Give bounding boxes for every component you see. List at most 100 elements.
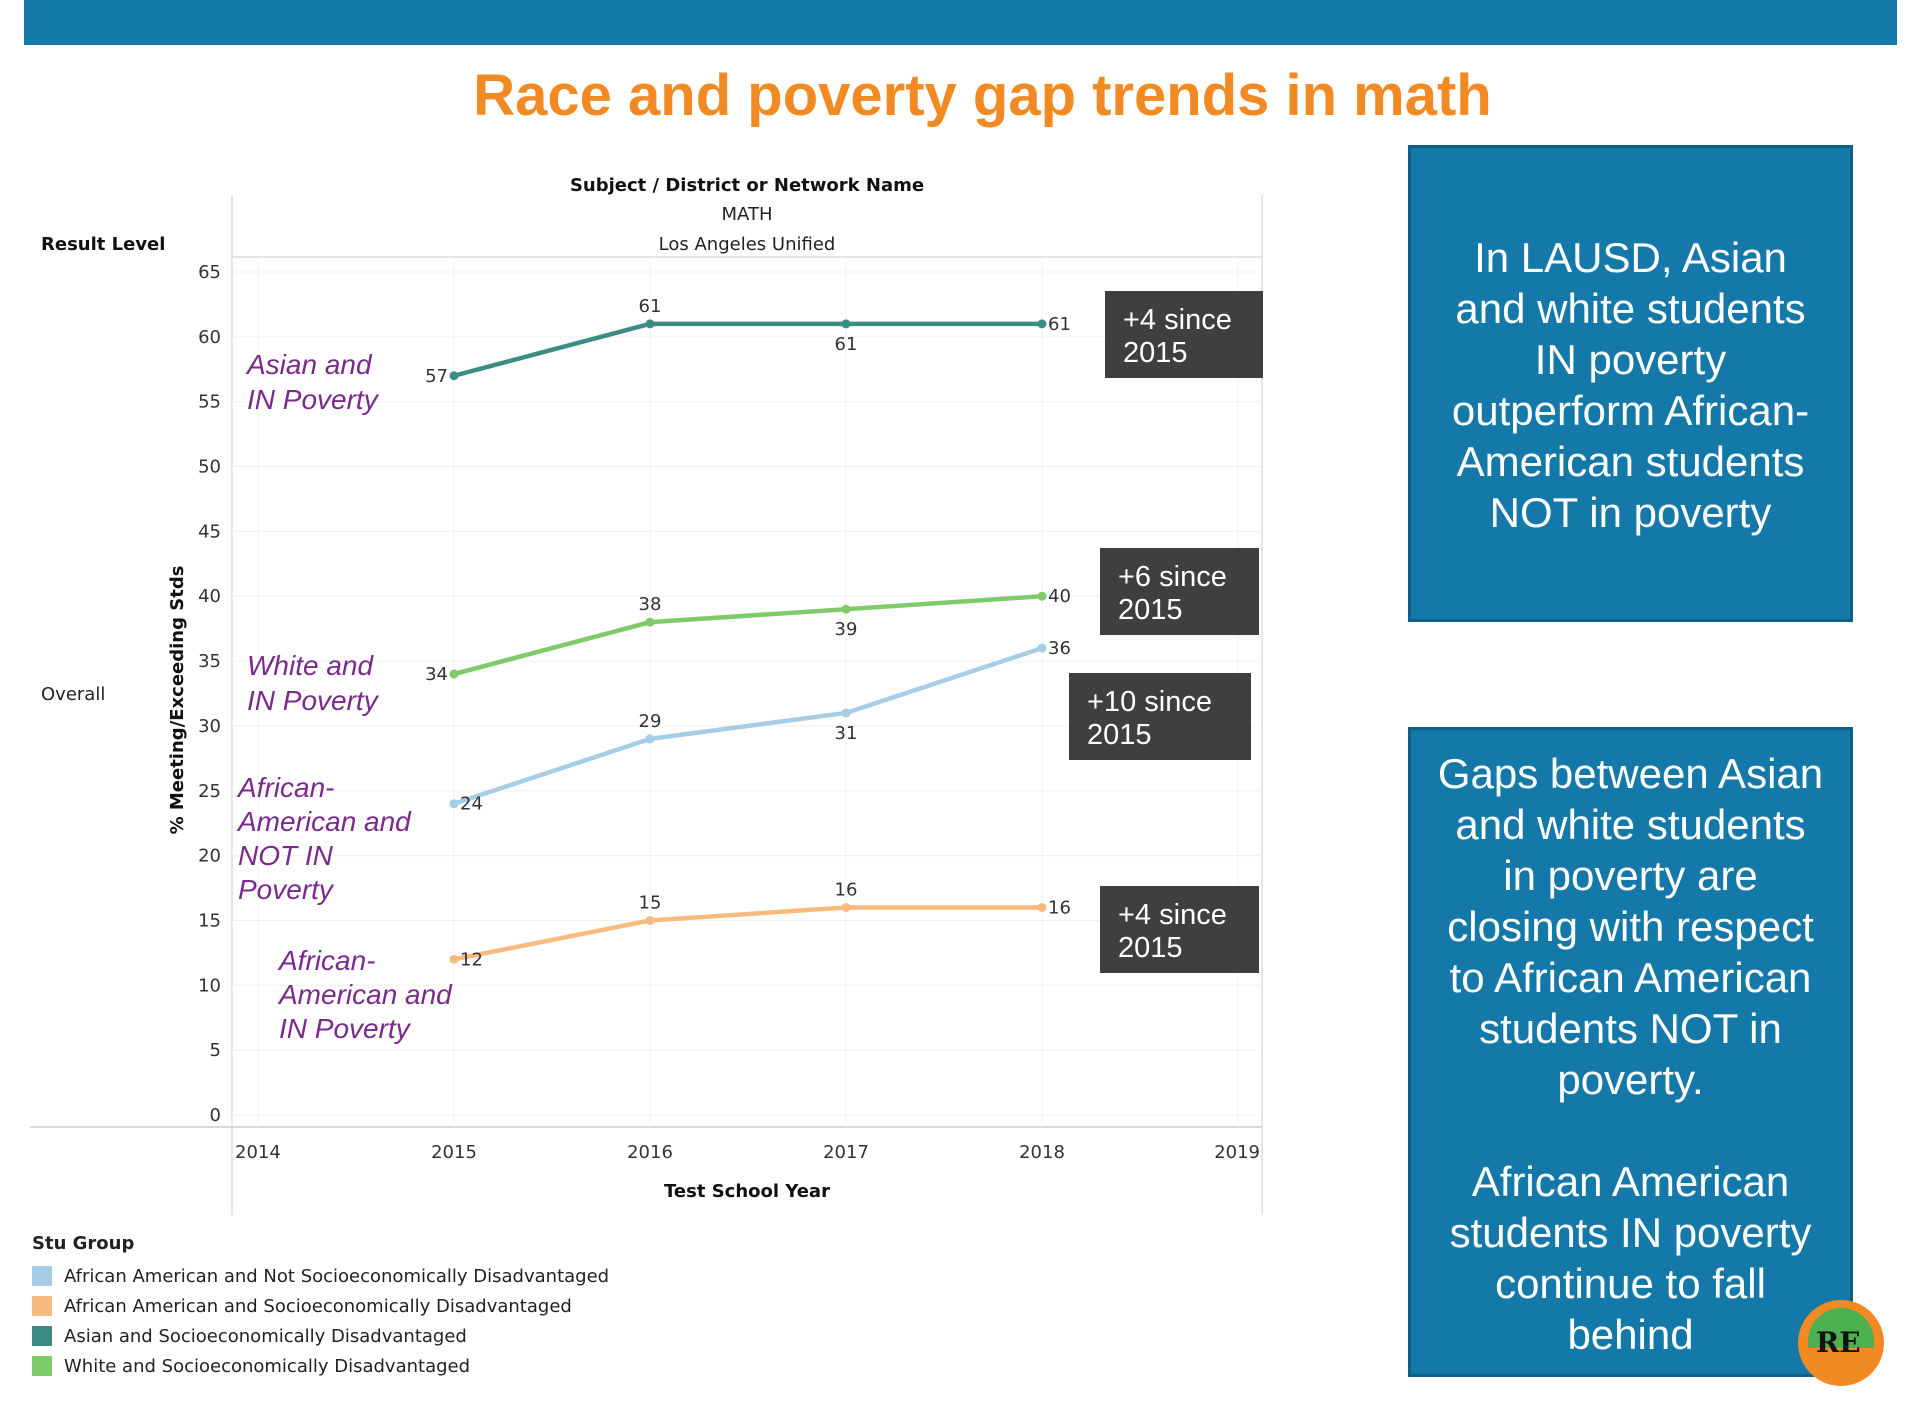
delta-box-asian: +4 since 2015: [1105, 291, 1263, 378]
series-group: [449, 319, 1047, 964]
series-line: [453, 905, 1042, 962]
slide-title: Race and poverty gap trends in math: [473, 63, 1492, 128]
data-label: 16: [1048, 897, 1071, 918]
chart-header-district: Los Angeles Unified: [659, 234, 836, 255]
callout-line: to African American: [1449, 954, 1812, 1001]
data-point: [1037, 319, 1047, 329]
data-point: [841, 319, 851, 329]
y-tick-label: 25: [198, 781, 221, 802]
svg-text:2015: 2015: [1118, 932, 1183, 964]
annotation-aa-not-in-poverty: African- American and NOT IN Poverty: [236, 772, 419, 905]
gridlines: [232, 257, 1262, 1127]
legend-swatch: [32, 1356, 52, 1376]
callout-line: closing with respect: [1447, 903, 1814, 950]
y-tick-label: 55: [198, 392, 221, 413]
callout-line: Gaps between Asian: [1437, 750, 1824, 797]
x-tick-label: 2018: [1019, 1142, 1065, 1163]
callout-gaps: Gaps between Asian and white students in…: [1408, 727, 1853, 1377]
delta-box-aa-not-in-poverty: +10 since 2015: [1069, 673, 1251, 760]
data-point: [449, 954, 459, 964]
callout-line: in poverty are: [1503, 852, 1758, 899]
y-axis-label: % Meeting/Exceeding Stds: [167, 566, 188, 835]
data-point: [449, 799, 459, 809]
svg-text:+6 since: +6 since: [1118, 561, 1227, 593]
annotation-aa-in-poverty: African- American and IN Poverty: [277, 945, 460, 1044]
data-label: 39: [835, 619, 858, 640]
annotation-asian: Asian and IN Poverty: [245, 349, 380, 415]
callout-line: students IN poverty: [1449, 1209, 1812, 1256]
callout-line: poverty.: [1557, 1056, 1704, 1103]
x-tick-label: 2014: [235, 1142, 281, 1163]
y-tick-label: 0: [210, 1105, 221, 1126]
series-line: [453, 645, 1043, 806]
data-point: [449, 371, 459, 381]
data-point: [645, 915, 655, 925]
callout-line: IN poverty: [1534, 336, 1727, 383]
data-point: [841, 902, 851, 912]
data-point: [449, 669, 459, 679]
data-label: 29: [639, 711, 662, 732]
data-label: 61: [835, 334, 858, 355]
data-label: 61: [1048, 314, 1071, 335]
data-point: [1037, 643, 1047, 653]
organization-logo: RE: [1798, 1300, 1884, 1386]
data-label: 36: [1048, 638, 1071, 659]
y-tick-label: 30: [198, 716, 221, 737]
svg-text:+4 since: +4 since: [1118, 899, 1227, 931]
y-tick-label: 10: [198, 975, 221, 996]
x-tick-label: 2017: [823, 1142, 869, 1163]
x-axis-label: Test School Year: [664, 1181, 830, 1202]
x-tick-label: 2015: [431, 1142, 477, 1163]
y-tick-label: 65: [198, 262, 221, 283]
data-point: [645, 734, 655, 744]
legend-swatch: [32, 1266, 52, 1286]
data-point: [645, 617, 655, 627]
axis-ticks: 0 5 10 15 20 25 30 35 40 45 50 55 60 65 2014 2015 2016 20…: [198, 262, 1260, 1163]
chart-header-math: MATH: [722, 204, 773, 225]
callout-line: American students: [1456, 438, 1805, 485]
data-point: [841, 604, 851, 614]
data-label: 40: [1048, 586, 1071, 607]
y-tick-label: 50: [198, 457, 221, 478]
callout-outperform: In LAUSD, Asian and white students IN po…: [1408, 145, 1853, 622]
svg-text:2015: 2015: [1118, 594, 1183, 626]
annotation-white: White and IN Poverty: [247, 650, 381, 716]
y-tick-label: 35: [198, 651, 221, 672]
y-tick-label: 15: [198, 910, 221, 931]
svg-text:+4 since: +4 since: [1123, 304, 1232, 336]
series-line: [453, 321, 1042, 378]
data-point: [645, 319, 655, 329]
callout-line: behind: [1567, 1311, 1694, 1358]
row-header: Result Level: [41, 234, 165, 255]
callout-line: continue to fall: [1495, 1260, 1766, 1307]
legend-item: Asian and Socioeconomically Disadvantage…: [32, 1321, 609, 1351]
legend-label: African American and Not Socioeconomical…: [64, 1265, 610, 1287]
data-label: 61: [639, 296, 662, 317]
callout-line: outperform African-: [1451, 387, 1810, 434]
callout-line: African American: [1471, 1158, 1790, 1205]
callout-line: and white students: [1455, 801, 1806, 848]
data-label: 24: [460, 794, 483, 815]
y-tick-label: 40: [198, 586, 221, 607]
callout-line: and white students: [1455, 285, 1806, 332]
x-tick-label: 2016: [627, 1142, 673, 1163]
legend-item: White and Socioeconomically Disadvantage…: [32, 1351, 609, 1381]
y-tick-label: 60: [198, 327, 221, 348]
callout-line: NOT in poverty: [1489, 489, 1772, 536]
legend-label: Asian and Socioeconomically Disadvantage…: [64, 1325, 467, 1347]
data-label: 57: [425, 366, 448, 387]
data-label: 31: [835, 723, 858, 744]
delta-box-white: +6 since 2015: [1100, 548, 1259, 635]
data-label: 34: [425, 664, 448, 685]
data-point: [1037, 902, 1047, 912]
x-tick-label: 2019: [1214, 1142, 1260, 1163]
data-label: 38: [639, 594, 662, 615]
top-banner: [24, 0, 1897, 45]
legend-item: African American and Not Socioeconomical…: [32, 1261, 609, 1291]
legend-swatch: [32, 1326, 52, 1346]
data-label: 16: [835, 879, 858, 900]
chart-header-subject: Subject / District or Network Name: [570, 175, 924, 196]
svg-text:2015: 2015: [1087, 719, 1152, 751]
y-tick-label: 5: [210, 1040, 221, 1061]
